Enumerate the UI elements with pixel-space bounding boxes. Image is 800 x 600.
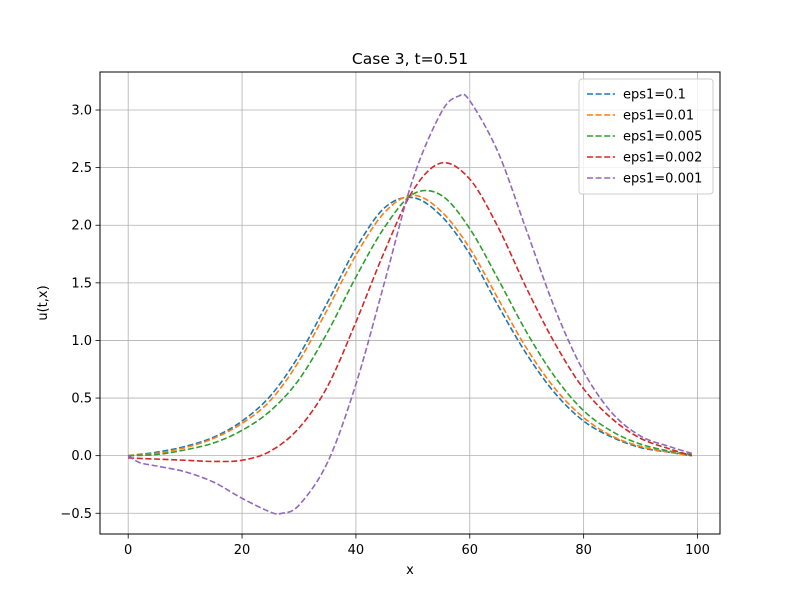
plot-frame — [99, 71, 721, 535]
x-tick-label: 40 — [348, 543, 365, 558]
y-axis-label: u(t,x) — [36, 285, 51, 320]
x-tick-label: 0 — [124, 543, 132, 558]
x-tick-label: 80 — [575, 543, 592, 558]
y-tick-label: 1.0 — [71, 334, 92, 349]
legend-label: eps1=0.001 — [623, 172, 702, 187]
legend-label: eps1=0.1 — [623, 88, 686, 103]
legend-box — [578, 78, 714, 195]
series-line-3 — [128, 189, 692, 457]
y-tick-label: 3.0 — [71, 104, 92, 119]
series-line-4 — [128, 161, 693, 463]
series-lines — [127, 93, 693, 515]
series-line-2 — [128, 194, 692, 457]
y-tick-label: 2.5 — [71, 161, 92, 176]
x-axis-label: x — [406, 563, 414, 578]
y-tick-label: 0.5 — [71, 392, 92, 407]
series-line-1 — [128, 196, 692, 457]
y-tick-label: 0.0 — [71, 449, 92, 464]
chart-title: Case 3, t=0.51 — [352, 50, 468, 68]
legend: eps1=0.1 eps1=0.01 eps1=0.005 eps1=0.002 eps… — [578, 78, 714, 195]
axis-ticks: 0 20 40 60 80 100 −0.5 0.0 0.5 1.0 1.5 2.0 2.5 3.0 — [60, 104, 710, 558]
legend-label: eps1=0.002 — [623, 151, 702, 166]
y-tick-label: 2.0 — [71, 219, 92, 234]
y-tick-label: 1.5 — [71, 276, 92, 291]
series-line-5 — [127, 93, 693, 515]
legend-label: eps1=0.005 — [623, 130, 702, 145]
legend-label: eps1=0.01 — [623, 109, 694, 124]
x-tick-label: 100 — [685, 543, 710, 558]
x-tick-label: 20 — [234, 543, 251, 558]
y-tick-label: −0.5 — [60, 507, 92, 522]
grid — [100, 72, 720, 534]
x-tick-label: 60 — [462, 543, 479, 558]
